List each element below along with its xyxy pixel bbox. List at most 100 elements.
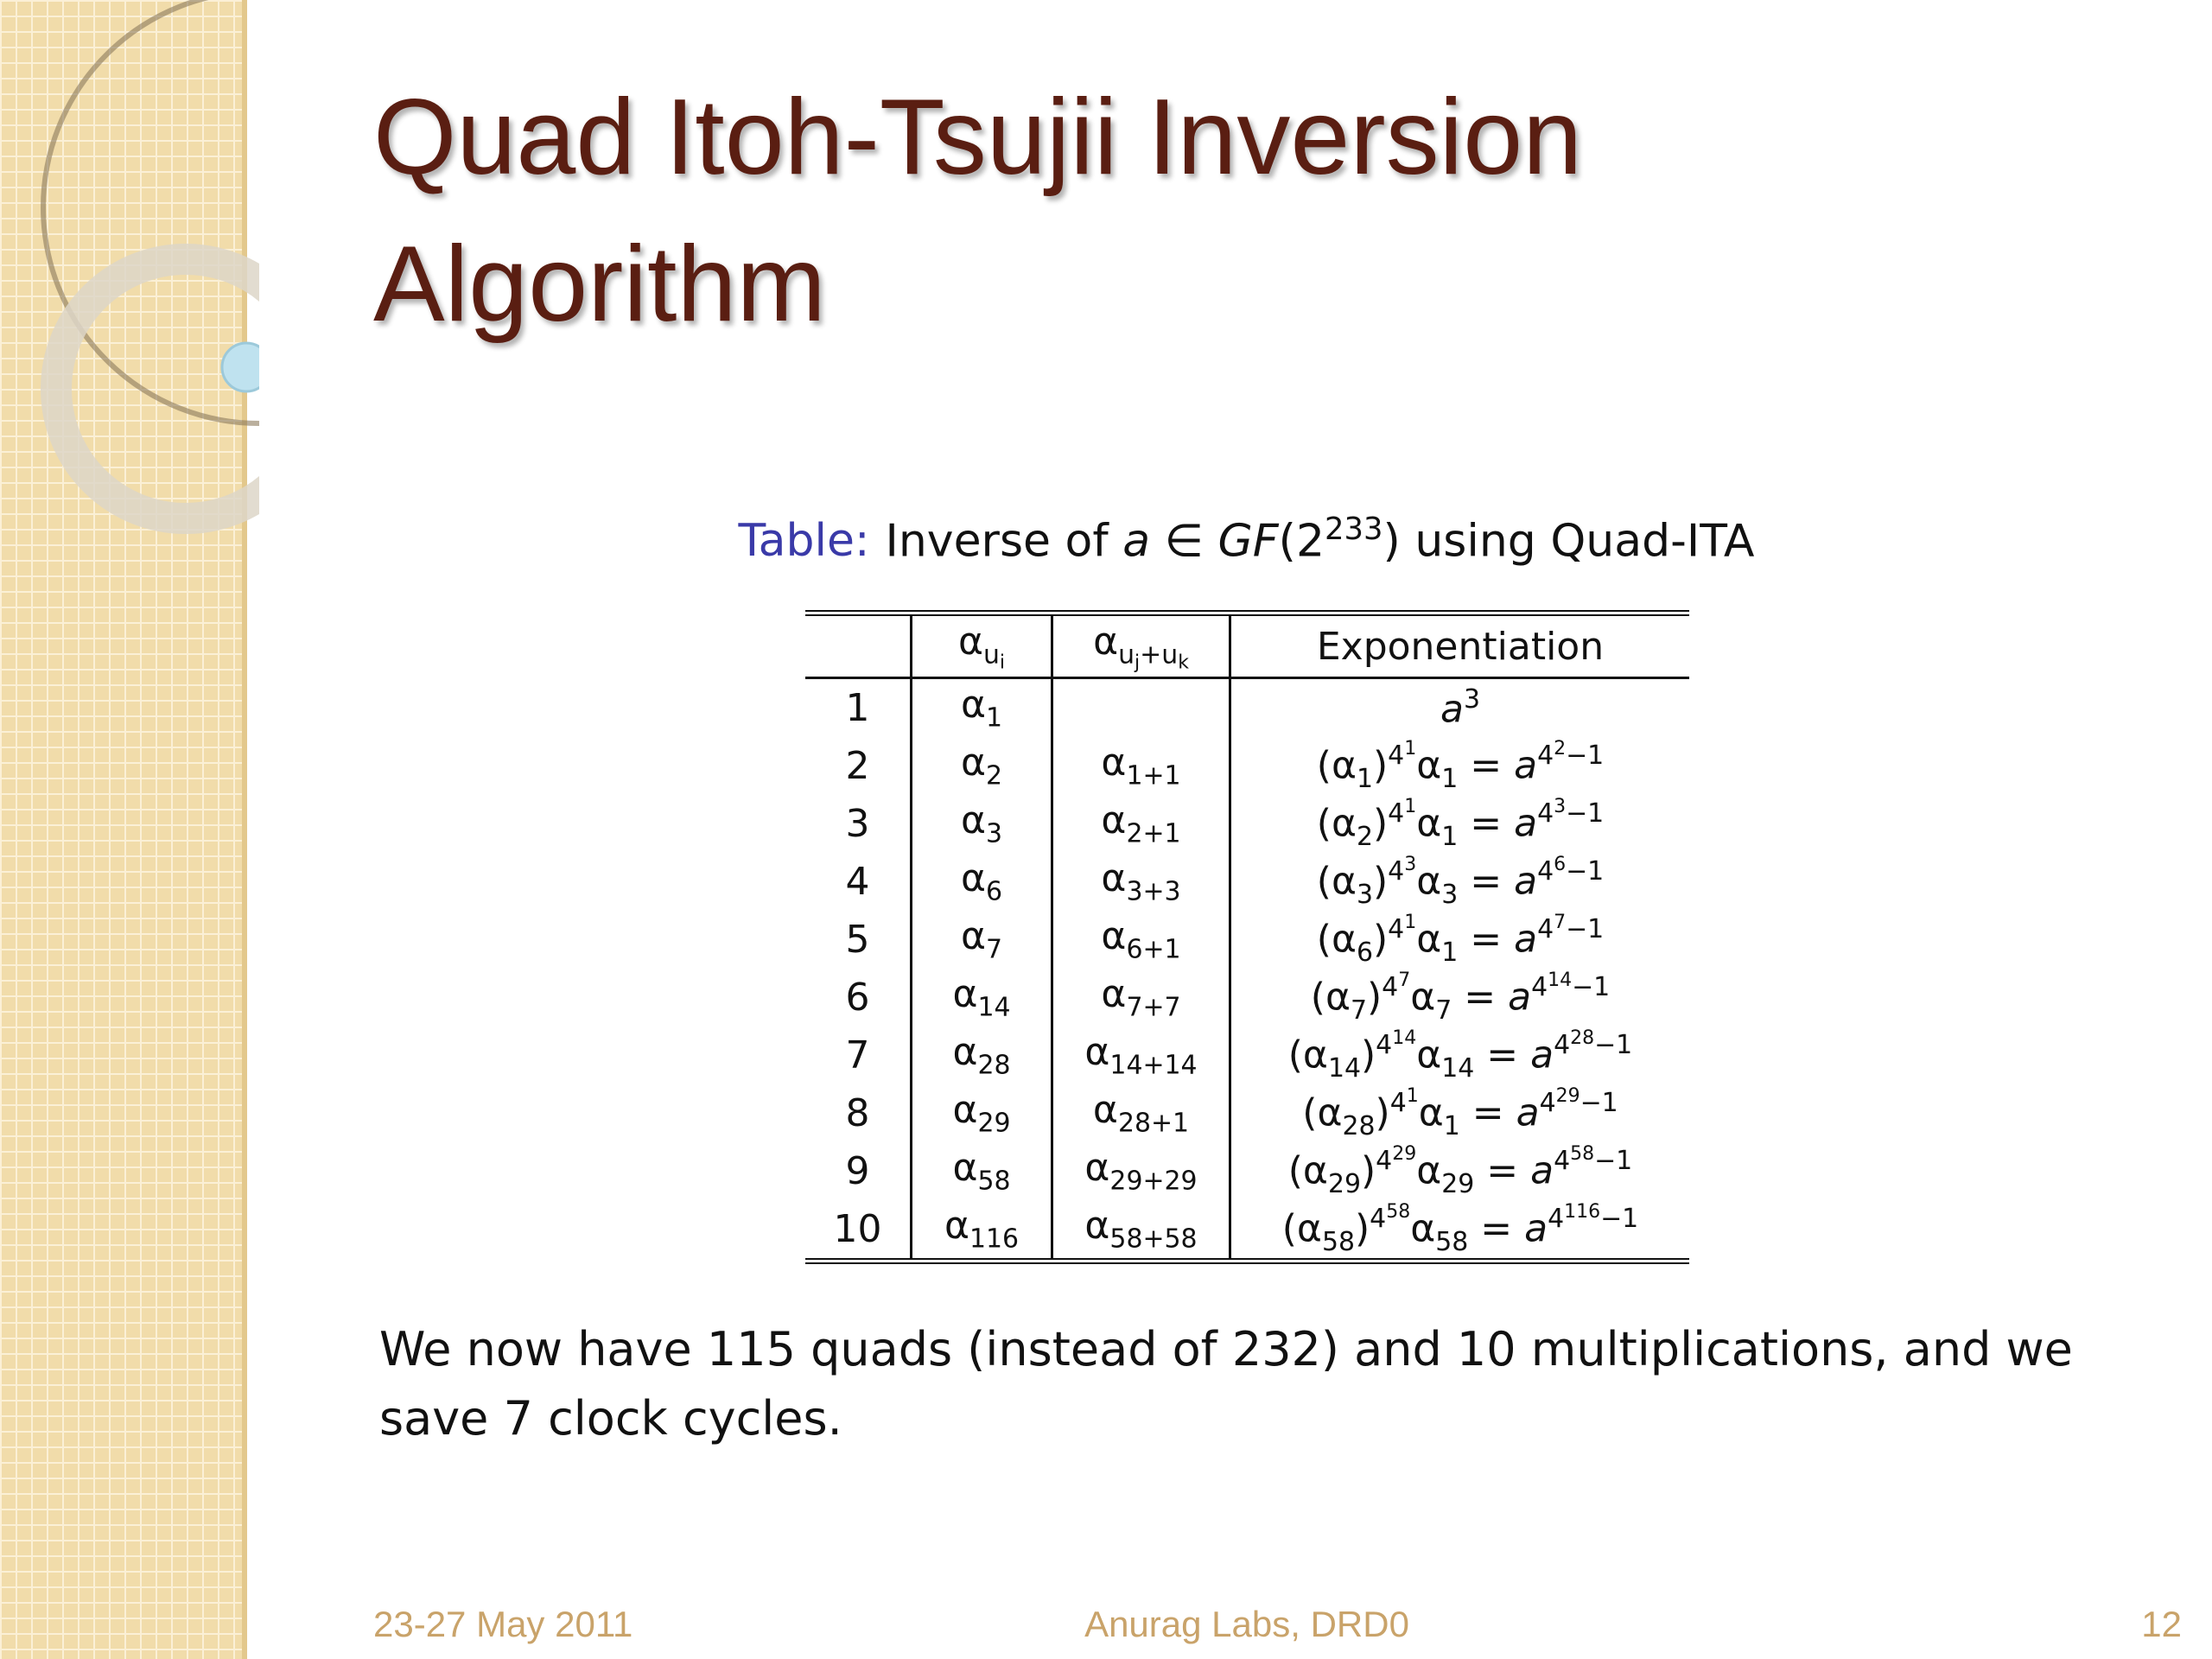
table-cell: (α3)43α3 = a46−1: [1229, 853, 1689, 911]
math-fragment: 7: [985, 934, 1003, 965]
math-fragment: 7: [1435, 995, 1452, 1026]
math-fragment: 4: [1537, 798, 1554, 830]
math-fragment: α: [952, 1030, 978, 1075]
table-row: 9 α58 α29+29 (α29)429α29 = a458−1: [805, 1142, 1689, 1200]
math-fragment: =: [1474, 1148, 1531, 1193]
table-cell: α116: [910, 1200, 1052, 1262]
math-fragment: α: [1101, 856, 1127, 901]
page-number: 12: [2141, 1604, 2182, 1644]
table-cell: α58: [910, 1142, 1052, 1200]
table-cell: (α29)429α29 = a458−1: [1229, 1142, 1689, 1200]
math-fragment: 6: [1554, 854, 1567, 876]
table-row: 2 α2 α1+1 (α1)41α1 = a42−1: [805, 737, 1689, 795]
math-fragment: ∈: [1150, 515, 1218, 568]
table-cell: α14: [910, 969, 1052, 1027]
table-cell: α6: [910, 853, 1052, 911]
math-fragment: 7: [1398, 969, 1411, 992]
math-fragment: u: [982, 639, 1000, 671]
math-fragment: 6: [985, 876, 1003, 907]
math-fragment: j: [1135, 652, 1141, 674]
math-fragment: 4: [1554, 1146, 1571, 1177]
title-line: Quad Itoh-Tsujii Inversion: [373, 78, 1583, 197]
math-fragment: 6+1: [1126, 934, 1181, 965]
math-fragment: 1: [1441, 821, 1459, 852]
math-fragment: 1: [1356, 763, 1373, 794]
math-fragment: α: [1101, 741, 1127, 785]
math-fragment: 2+1: [1126, 818, 1181, 849]
math-fragment: α: [1410, 975, 1436, 1020]
table-cell: α29+29: [1051, 1142, 1230, 1200]
math-fragment: 29: [977, 1108, 1011, 1139]
math-fragment: α: [1092, 1088, 1118, 1133]
math-fragment: =: [1458, 801, 1515, 846]
math-fragment: 4: [1388, 914, 1405, 945]
math-fragment: ): [1375, 1090, 1390, 1135]
math-fragment: 3: [1441, 879, 1459, 910]
math-fragment: 29: [1441, 1168, 1475, 1199]
caption-label: Table:: [738, 515, 870, 568]
math-fragment: =: [1452, 975, 1509, 1020]
math-fragment: (α: [1316, 917, 1357, 962]
math-fragment: 14: [977, 992, 1011, 1023]
math-fragment: a: [1514, 917, 1538, 962]
table-cell: α1+1: [1051, 737, 1230, 795]
table-cell: a3: [1229, 677, 1689, 737]
math-fragment: α: [952, 1088, 978, 1133]
table-cell: α28+1: [1051, 1084, 1230, 1142]
math-fragment: 3: [985, 818, 1003, 849]
math-fragment: 29: [1327, 1168, 1361, 1199]
math-fragment: 4: [1388, 741, 1405, 772]
decor-strip: [0, 0, 259, 1659]
body-line: We now have 115 quads (instead of 232) a…: [379, 1322, 2073, 1376]
table-cell: α2: [910, 737, 1052, 795]
math-fragment: =: [1468, 1206, 1525, 1251]
math-fragment: α: [960, 798, 986, 843]
math-fragment: Inverse of: [885, 515, 1123, 568]
math-fragment: 58: [1321, 1226, 1355, 1257]
math-fragment: +u: [1140, 639, 1179, 671]
math-fragment: α: [1084, 1204, 1110, 1249]
math-fragment: (α: [1287, 1148, 1328, 1193]
math-fragment: ): [1355, 1206, 1370, 1251]
math-fragment: 4: [1537, 914, 1554, 945]
header-cell: Exponentiation: [1229, 613, 1689, 679]
table-cell: 6: [845, 976, 870, 1020]
table-cell: 8: [845, 1091, 870, 1135]
math-fragment: u: [1118, 639, 1135, 671]
math-fragment: 1: [1441, 937, 1459, 968]
math-fragment: −1: [1572, 972, 1611, 1003]
math-fragment: α: [1093, 619, 1119, 664]
math-fragment: 14: [1392, 1027, 1417, 1050]
math-fragment: Exponentiation: [1316, 624, 1605, 669]
math-fragment: ): [1367, 975, 1382, 1020]
math-fragment: 28: [1570, 1027, 1595, 1050]
math-fragment: (α: [1281, 1206, 1322, 1251]
math-fragment: 14: [1327, 1052, 1361, 1084]
math-fragment: α: [960, 914, 986, 959]
table-cell: α3: [910, 795, 1052, 853]
math-fragment: 4: [1389, 1088, 1407, 1119]
math-fragment: −1: [1566, 741, 1605, 772]
math-fragment: α: [952, 972, 978, 1017]
math-fragment: −1: [1594, 1146, 1633, 1177]
table-cell: α29: [910, 1084, 1052, 1142]
header-row: αui αuj+uk Exponentiation: [805, 613, 1689, 679]
math-fragment: α: [1101, 914, 1127, 959]
math-fragment: k: [1178, 652, 1189, 674]
math-fragment: ): [1373, 801, 1389, 846]
math-fragment: 29+29: [1109, 1166, 1198, 1197]
table-cell: α58+58: [1051, 1200, 1230, 1262]
table-cell: α7+7: [1051, 969, 1230, 1027]
math-fragment: a: [1122, 515, 1151, 568]
math-fragment: 14+14: [1109, 1050, 1198, 1081]
math-fragment: a: [1524, 1206, 1548, 1251]
math-fragment: 1: [1406, 1085, 1419, 1108]
math-fragment: 58: [1570, 1143, 1595, 1166]
math-fragment: a: [1514, 859, 1538, 904]
table-row: 3 α3 α2+1 (α2)41α1 = a43−1: [805, 795, 1689, 853]
math-fragment: 3: [1404, 854, 1417, 876]
math-fragment: α: [1416, 1033, 1442, 1077]
math-fragment: α: [1416, 801, 1442, 846]
math-fragment: 3: [1463, 684, 1480, 715]
math-fragment: 14: [1548, 969, 1573, 992]
